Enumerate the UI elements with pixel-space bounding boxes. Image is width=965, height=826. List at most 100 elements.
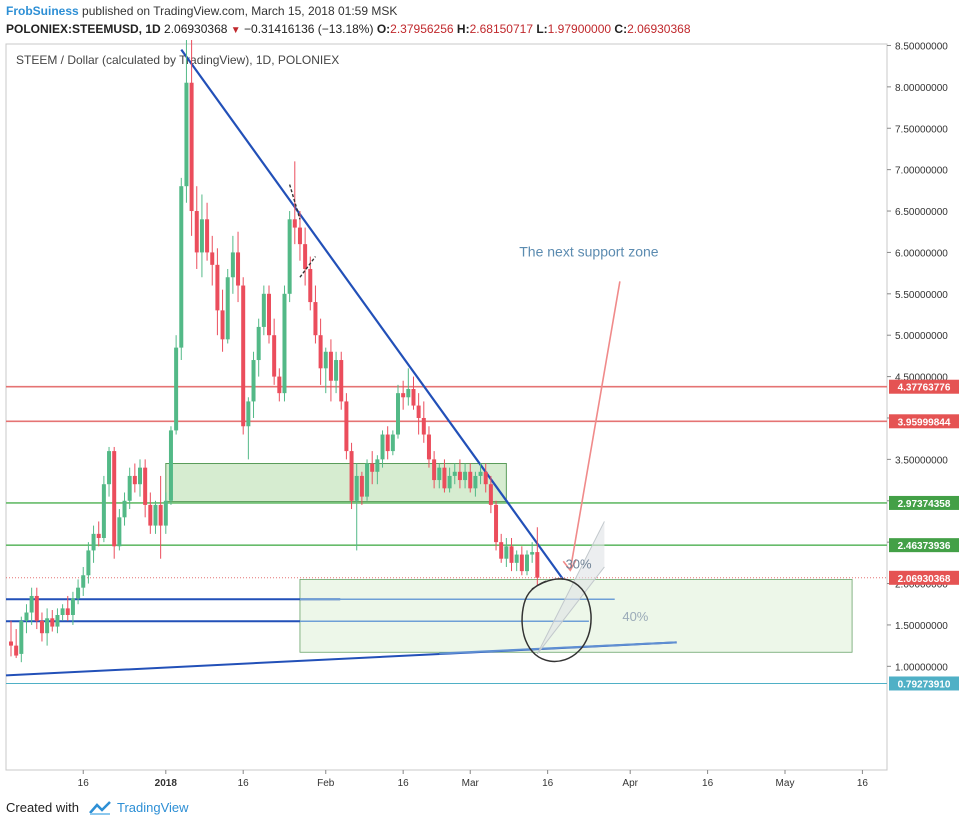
candle-body[interactable] — [390, 434, 395, 452]
candle-body[interactable] — [463, 471, 468, 481]
candle-body[interactable] — [452, 471, 457, 476]
candle-body[interactable] — [138, 467, 142, 485]
candle-body[interactable] — [323, 351, 328, 369]
candle-body[interactable] — [334, 360, 339, 381]
candle-body[interactable] — [313, 302, 318, 336]
candle-body[interactable] — [447, 475, 452, 489]
candle-body[interactable] — [158, 504, 163, 526]
candle-body[interactable] — [365, 463, 370, 497]
plot-area[interactable] — [5, 43, 888, 771]
candle-body[interactable] — [246, 401, 251, 427]
candle-body[interactable] — [39, 620, 44, 634]
candle-body[interactable] — [96, 533, 101, 539]
consolidation-zone-box[interactable] — [165, 463, 507, 503]
candle-body[interactable] — [251, 360, 256, 402]
candle-body[interactable] — [65, 608, 70, 615]
candle-body[interactable] — [210, 252, 215, 265]
candle-body[interactable] — [256, 326, 261, 361]
candle-body[interactable] — [117, 517, 122, 547]
support-arrow[interactable] — [569, 281, 621, 571]
candle-body[interactable] — [406, 389, 411, 398]
candle-body[interactable] — [468, 471, 473, 489]
candle-body[interactable] — [359, 475, 364, 497]
candle-body[interactable] — [261, 293, 266, 327]
candle-body[interactable] — [514, 554, 519, 563]
candle-body[interactable] — [112, 451, 117, 547]
candle-body[interactable] — [220, 310, 225, 340]
candle-body[interactable] — [504, 546, 509, 559]
candle-body[interactable] — [426, 434, 431, 460]
candle-body[interactable] — [457, 471, 462, 481]
candle-body[interactable] — [401, 393, 406, 398]
candle-body[interactable] — [132, 475, 137, 485]
candle-body[interactable] — [60, 608, 65, 615]
candle-body[interactable] — [70, 598, 75, 615]
candle-body[interactable] — [385, 434, 390, 452]
hand-drawn-circle[interactable] — [521, 578, 592, 663]
candle-body[interactable] — [277, 376, 282, 394]
candle-body[interactable] — [55, 614, 60, 627]
candle-body[interactable] — [525, 554, 529, 572]
candle-body[interactable] — [282, 293, 287, 394]
rising-trendline-extension[interactable] — [439, 641, 677, 655]
candle-body[interactable] — [174, 347, 179, 431]
candle-body[interactable] — [375, 459, 380, 472]
candle-body[interactable] — [127, 475, 132, 501]
candle-body[interactable] — [416, 405, 421, 418]
candle-body[interactable] — [354, 475, 359, 501]
author-link[interactable]: FrobSuiness — [6, 4, 79, 18]
candle-body[interactable] — [143, 467, 148, 505]
candle-body[interactable] — [421, 417, 426, 435]
candle-body[interactable] — [344, 401, 349, 452]
candle-body[interactable] — [292, 219, 297, 228]
candle-body[interactable] — [148, 504, 153, 526]
candle-body[interactable] — [199, 219, 204, 253]
candle-body[interactable] — [50, 618, 55, 627]
candle-body[interactable] — [437, 467, 442, 481]
candle-body[interactable] — [189, 82, 194, 212]
candle-body[interactable] — [297, 227, 302, 245]
candle-body[interactable] — [494, 504, 499, 543]
candle-body[interactable] — [91, 533, 96, 551]
candle-body[interactable] — [241, 285, 246, 427]
candle-body[interactable] — [380, 434, 385, 460]
candle-body[interactable] — [308, 268, 313, 303]
candle-body[interactable] — [483, 471, 488, 485]
candle-body[interactable] — [535, 552, 540, 578]
candle-body[interactable] — [339, 360, 344, 402]
candle-body[interactable] — [76, 587, 81, 599]
candle-body[interactable] — [81, 575, 86, 588]
candle-body[interactable] — [509, 546, 514, 563]
candle-body[interactable] — [236, 252, 241, 286]
price-chart[interactable]: STEEM / Dollar (calculated by TradingVie… — [0, 40, 965, 795]
candle-body[interactable] — [29, 595, 34, 613]
candle-body[interactable] — [45, 618, 50, 634]
candle-body[interactable] — [328, 351, 333, 381]
candle-body[interactable] — [349, 451, 354, 501]
tradingview-link[interactable]: TradingView — [116, 800, 189, 815]
candle-body[interactable] — [86, 550, 91, 576]
candle-body[interactable] — [473, 475, 478, 489]
candle-body[interactable] — [303, 244, 308, 269]
candle-body[interactable] — [499, 542, 504, 559]
candle-body[interactable] — [442, 467, 447, 489]
candle-body[interactable] — [225, 277, 230, 340]
candle-body[interactable] — [432, 459, 437, 481]
descending-trendline[interactable] — [180, 48, 565, 581]
candle-body[interactable] — [530, 552, 535, 555]
candle-body[interactable] — [267, 293, 271, 336]
candle-body[interactable] — [194, 211, 199, 253]
candle-body[interactable] — [205, 219, 210, 253]
candle-body[interactable] — [488, 484, 493, 505]
candle-body[interactable] — [168, 430, 173, 501]
candle-body[interactable] — [24, 612, 29, 621]
candle-body[interactable] — [122, 500, 127, 518]
candle-body[interactable] — [107, 451, 112, 485]
candle-body[interactable] — [163, 500, 168, 526]
candle-body[interactable] — [230, 252, 235, 278]
candle-body[interactable] — [370, 463, 375, 472]
candle-body[interactable] — [272, 335, 277, 377]
candle-body[interactable] — [396, 393, 400, 435]
candle-body[interactable] — [318, 335, 323, 369]
candle-body[interactable] — [101, 484, 106, 539]
